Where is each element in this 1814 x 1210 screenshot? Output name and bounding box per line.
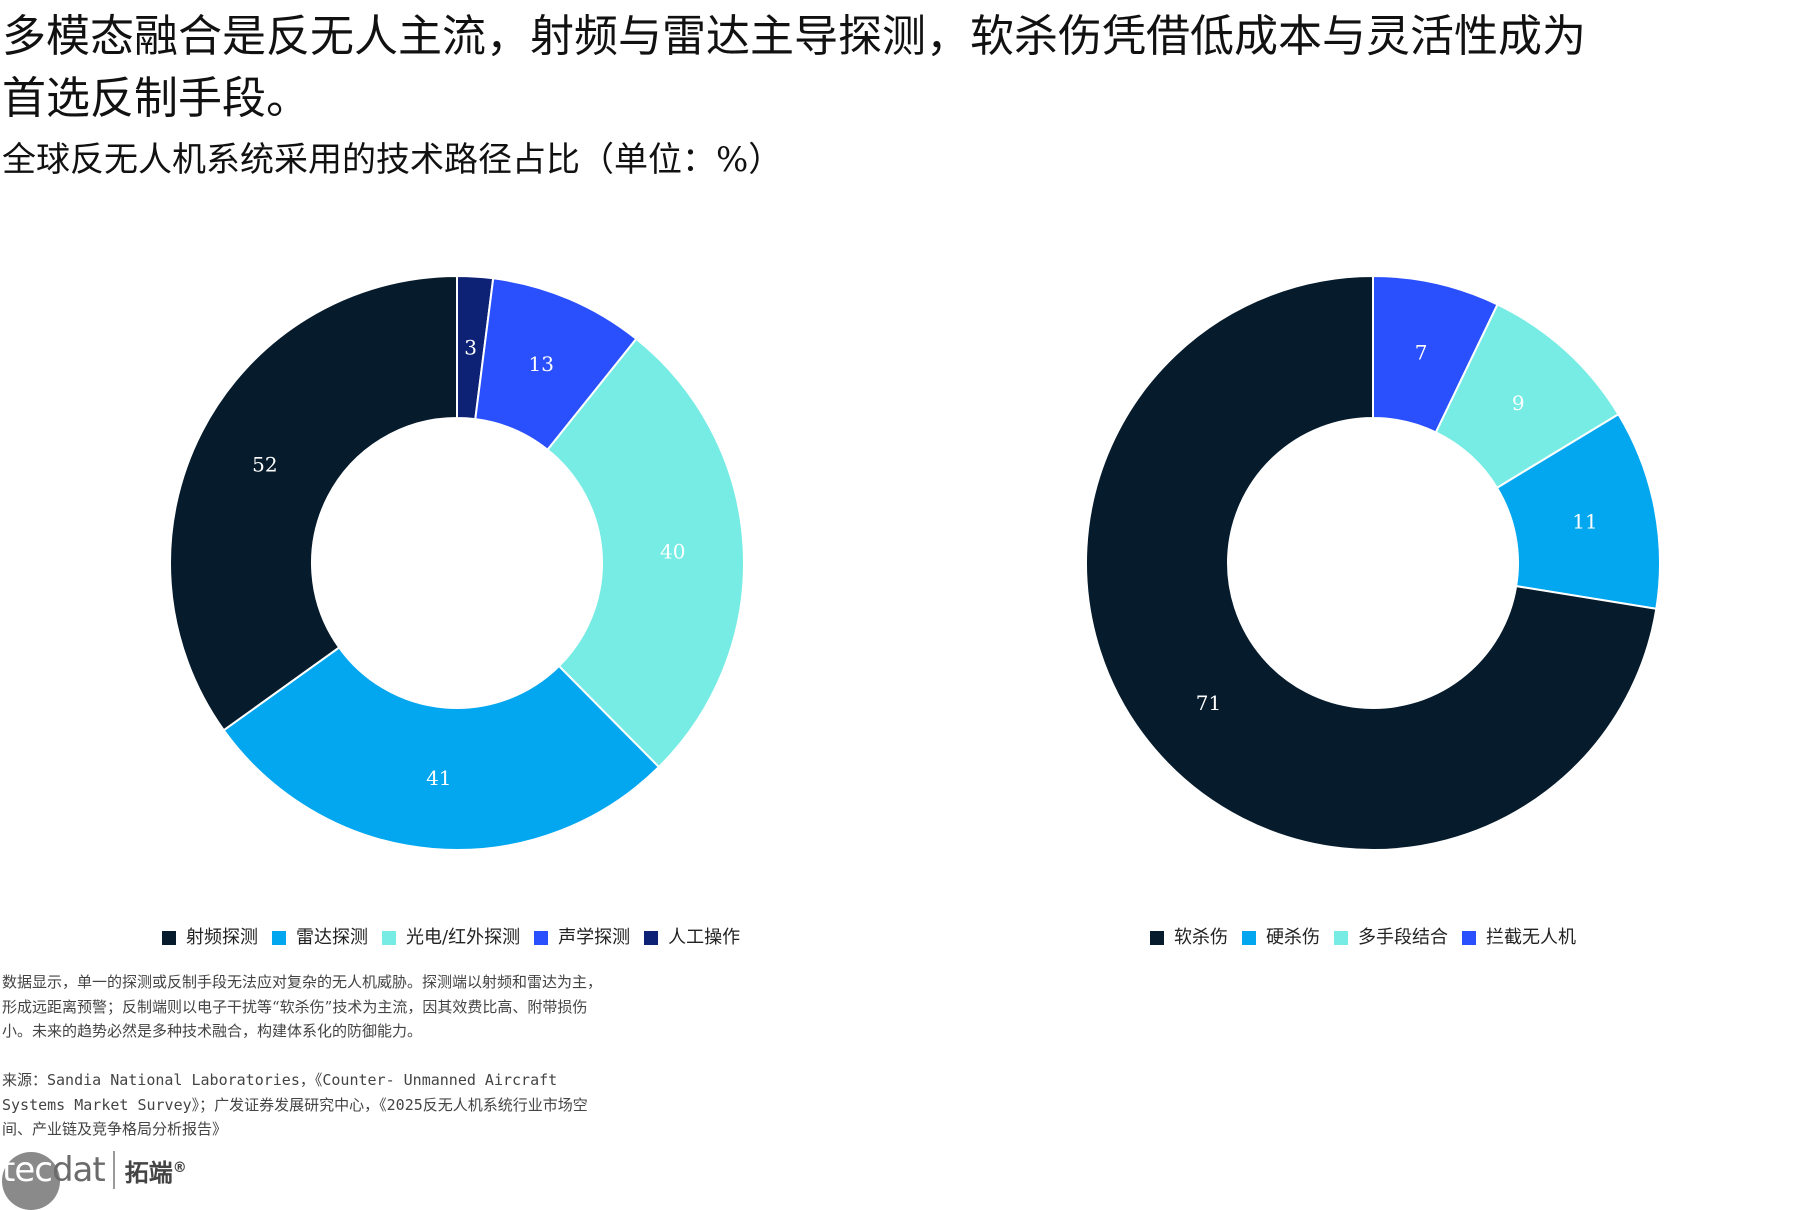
legend-item-countermeasure-1: 硬杀伤 [1242,925,1320,951]
legend-swatch [382,931,396,945]
legend-item-detection-0: 射频探测 [162,925,258,951]
tecdat-logo-mark: tecdat [2,1150,106,1210]
legend-swatch [644,931,659,945]
legend-swatch [1150,931,1164,945]
slice-label-countermeasure-3: 71 [1196,691,1221,715]
slice-detection-4 [169,274,458,732]
legend-item-detection-3: 声学探测 [534,925,630,951]
legend-swatch [1242,931,1256,945]
legend-label: 光电/红外探测 [406,927,521,948]
tecdat-logo: tecdat 拓端® [2,1150,187,1210]
legend-swatch [1462,931,1476,945]
logo-brand-cn: 拓端® [124,1158,187,1187]
legend-label: 拦截无人机 [1486,927,1576,948]
legend-swatch [1334,931,1348,945]
legend-label: 声学探测 [558,927,631,948]
slice-label-countermeasure-1: 9 [1512,391,1525,415]
slice-label-countermeasure-2: 11 [1572,510,1597,534]
legend-label: 多手段结合 [1358,927,1448,948]
legend-label: 软杀伤 [1174,927,1228,948]
slice-label-detection-0: 3 [464,335,477,359]
legend-item-countermeasure-0: 软杀伤 [1150,925,1228,951]
legend-label: 射频探测 [186,927,258,948]
headline: 多模态融合是反无人主流，射频与雷达主导探测，软杀伤凭借低成本与灵活性成为首选反制… [2,11,1586,124]
chart-subtitle: 全球反无人机系统采用的技术路径占比（单位：%） [2,140,783,180]
legend-label: 硬杀伤 [1266,927,1320,948]
slice-detection-3 [222,646,661,851]
legend-item-detection-1: 雷达探测 [272,925,368,951]
slice-label-detection-2: 40 [660,540,685,564]
slice-label-detection-1: 13 [529,352,554,376]
legend-label: 人工操作 [668,927,741,948]
legend-item-countermeasure-3: 拦截无人机 [1462,925,1576,951]
legend-label: 雷达探测 [296,927,368,948]
logo-divider [112,1151,115,1189]
legend-detection: 射频探测 雷达探测 光电/红外探测 声学探测 人工操作 [162,925,740,951]
legend-item-detection-4: 人工操作 [644,925,740,951]
data-source: 来源：Sandia National Laboratories，《Counter… [2,1071,588,1138]
legend-countermeasure: 软杀伤 硬杀伤 多手段结合 拦截无人机 [1150,925,1576,951]
slice-label-detection-4: 52 [252,452,277,476]
data-note: 数据显示，单一的探测或反制手段无法应对复杂的无人机威胁。探测端以射频和雷达为主，… [2,973,603,1040]
legend-item-detection-2: 光电/红外探测 [382,925,520,951]
legend-item-countermeasure-2: 多手段结合 [1334,925,1448,951]
slice-detection-2 [546,337,745,769]
legend-swatch [534,931,549,945]
slice-countermeasure-3 [1085,274,1658,851]
legend-swatch [272,931,286,945]
legend-swatch [162,931,176,945]
slice-label-detection-3: 41 [426,766,451,790]
slice-label-countermeasure-0: 7 [1415,340,1428,364]
